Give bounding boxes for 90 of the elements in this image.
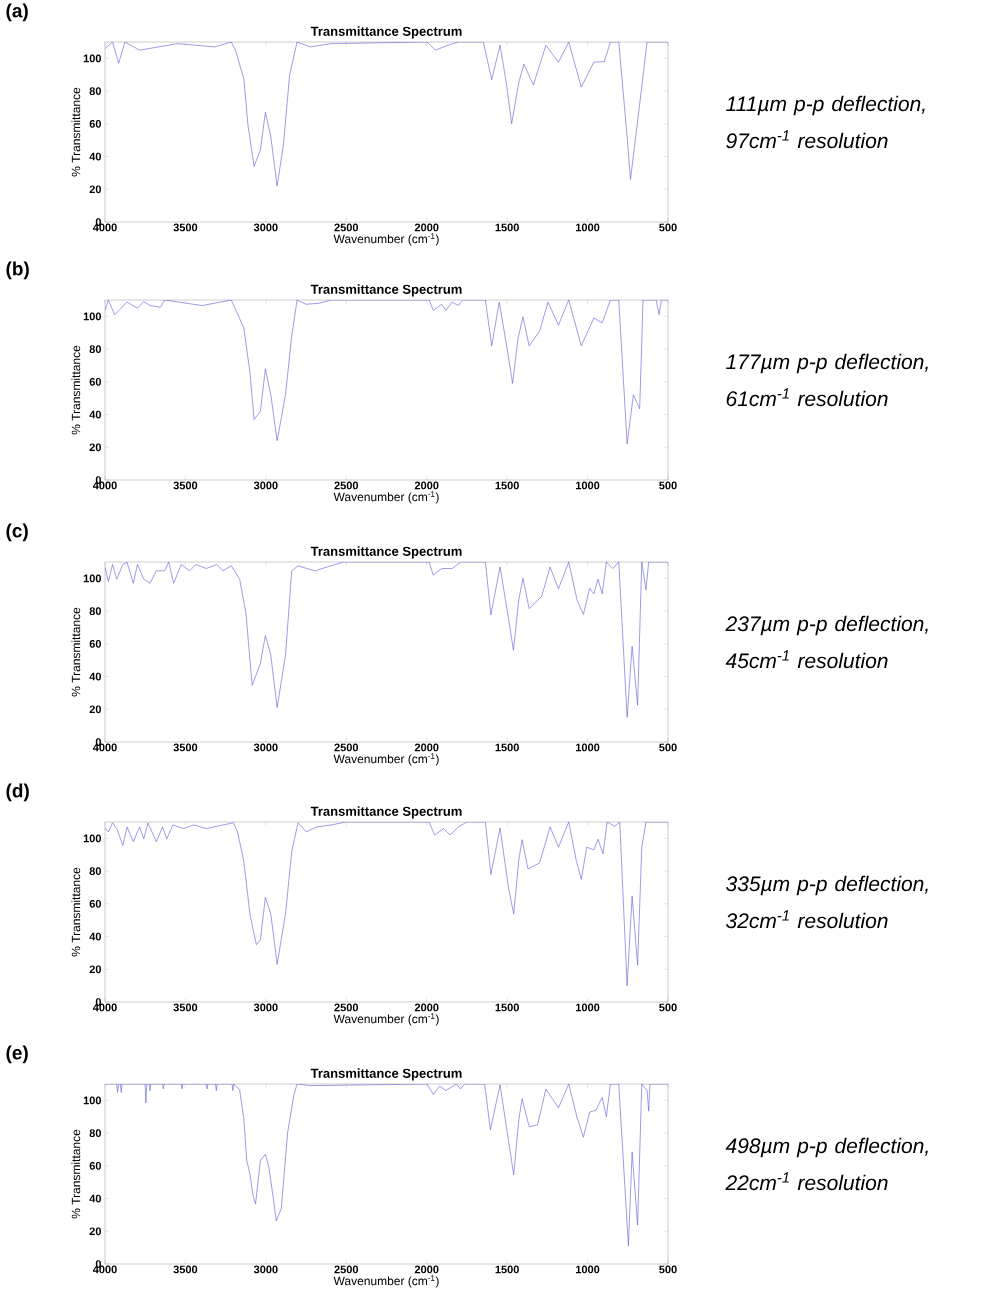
x-tick-label: 1000	[576, 743, 600, 752]
x-tick-label: 3000	[253, 481, 278, 490]
y-tick-label: 80	[89, 345, 101, 353]
line-series	[104, 822, 668, 986]
text: (b)	[6, 261, 29, 280]
y-axis-title: % Transmittance	[71, 607, 81, 697]
x-axis-title: Wavenumber (cm$^{-1}$)	[333, 753, 439, 766]
x-tick-label: 3000	[253, 223, 278, 232]
x-tick-label: 2500	[334, 481, 359, 490]
x-tick-label: 3500	[173, 1265, 198, 1274]
text: (e)	[6, 1045, 28, 1064]
x-tick-label: 2000	[414, 1003, 439, 1012]
x-tick-label: 3500	[173, 481, 198, 490]
x-tick-label: 3500	[173, 223, 198, 232]
text: 177µm p-p deflection, 61cm$^{-1}$ resolution	[726, 353, 928, 407]
x-tick-label: 1500	[495, 1265, 519, 1274]
x-tick-label: 1500	[495, 1003, 519, 1012]
x-tick-label: 1500	[495, 481, 519, 490]
y-tick-label: 40	[89, 672, 101, 681]
x-tick-label: 1000	[576, 1003, 600, 1012]
chart-title: Transmittance Spectrum	[310, 546, 462, 559]
y-axis-title: % Transmittance	[71, 867, 81, 957]
y-tick-label: 20	[89, 965, 101, 974]
y-tick-label: 40	[89, 1194, 101, 1203]
x-tick-label: 500	[659, 1265, 677, 1274]
y-tick-label: 100	[83, 312, 101, 321]
text: (a)	[6, 3, 28, 22]
line-series	[104, 1084, 668, 1247]
y-axis-title: % Transmittance	[71, 345, 81, 435]
y-tick-label: 40	[89, 152, 101, 161]
text: (d)	[6, 783, 29, 802]
x-tick-label: 1000	[576, 481, 600, 490]
chart-title: Transmittance Spectrum	[310, 284, 462, 297]
x-tick-label: 2000	[414, 223, 439, 232]
y-tick-label: 60	[89, 377, 101, 386]
x-axis-title: Wavenumber (cm$^{-1}$)	[333, 491, 439, 504]
y-tick-label: 60	[89, 1161, 101, 1170]
x-tick-label: 1000	[576, 223, 600, 232]
y-tick-label: 40	[89, 932, 101, 941]
y-tick-label: 80	[89, 87, 101, 95]
x-tick-label: 500	[659, 223, 677, 232]
y-tick-label: 80	[89, 1129, 101, 1137]
y-tick-label: 20	[89, 185, 101, 194]
x-tick-label: 3000	[253, 743, 278, 752]
line-series	[104, 300, 668, 445]
x-tick-label: 1500	[495, 743, 519, 752]
x-tick-label: 2000	[414, 1265, 439, 1274]
y-tick-label: 100	[83, 54, 101, 63]
y-tick-label: 20	[89, 1227, 101, 1236]
y-tick-label: 100	[83, 834, 101, 843]
text: 498µm p-p deflection, 22cm$^{-1}$ resolution	[725, 1137, 928, 1191]
chart-title: Transmittance Spectrum	[310, 1068, 462, 1081]
y-tick-label: 40	[89, 410, 101, 419]
x-tick-label: 1000	[576, 1265, 600, 1274]
x-tick-label: 2000	[414, 743, 439, 752]
x-tick-label: 2500	[334, 1003, 359, 1012]
text: 335µm p-p deflection, 32cm$^{-1}$ resolution	[726, 875, 928, 929]
x-tick-label: 1500	[495, 223, 519, 232]
y-axis-title: % Transmittance	[71, 87, 81, 177]
text: 111µm p-p deflection, 97cm$^{-1}$ resolution	[726, 95, 925, 149]
line-series	[104, 42, 668, 187]
y-axis-title: % Transmittance	[71, 1129, 81, 1219]
line-series	[104, 562, 668, 718]
x-tick-label: 3000	[253, 1265, 278, 1274]
y-tick-label: 80	[89, 867, 101, 875]
x-axis-title: Wavenumber (cm$^{-1}$)	[333, 1013, 439, 1026]
x-tick-label: 3000	[253, 1003, 278, 1012]
y-tick-label: 60	[89, 639, 101, 648]
y-tick-label: 100	[83, 574, 101, 583]
x-axis-title: Wavenumber (cm$^{-1}$)	[333, 1275, 439, 1288]
x-tick-label: 3500	[173, 743, 198, 752]
chart-title: Transmittance Spectrum	[310, 806, 462, 819]
x-tick-label: 2500	[334, 743, 359, 752]
x-axis-title: Wavenumber (cm$^{-1}$)	[333, 233, 439, 246]
chart-title: Transmittance Spectrum	[310, 26, 462, 39]
x-tick-label: 2500	[334, 1265, 359, 1274]
x-tick-label: 2500	[334, 223, 359, 232]
x-tick-label: 3500	[173, 1003, 198, 1012]
x-tick-label: 500	[659, 481, 677, 490]
y-tick-label: 60	[89, 119, 101, 128]
y-tick-label: 60	[89, 899, 101, 908]
y-tick-label: 100	[83, 1096, 101, 1105]
y-tick-label: 20	[89, 705, 101, 714]
y-tick-label: 80	[89, 607, 101, 615]
x-tick-label: 2000	[414, 481, 439, 490]
text: 237µm p-p deflection, 45cm$^{-1}$ resolution	[725, 615, 928, 669]
y-tick-label: 20	[89, 443, 101, 452]
x-tick-label: 500	[659, 1003, 677, 1012]
x-tick-label: 500	[659, 743, 677, 752]
text: (c)	[6, 523, 28, 542]
